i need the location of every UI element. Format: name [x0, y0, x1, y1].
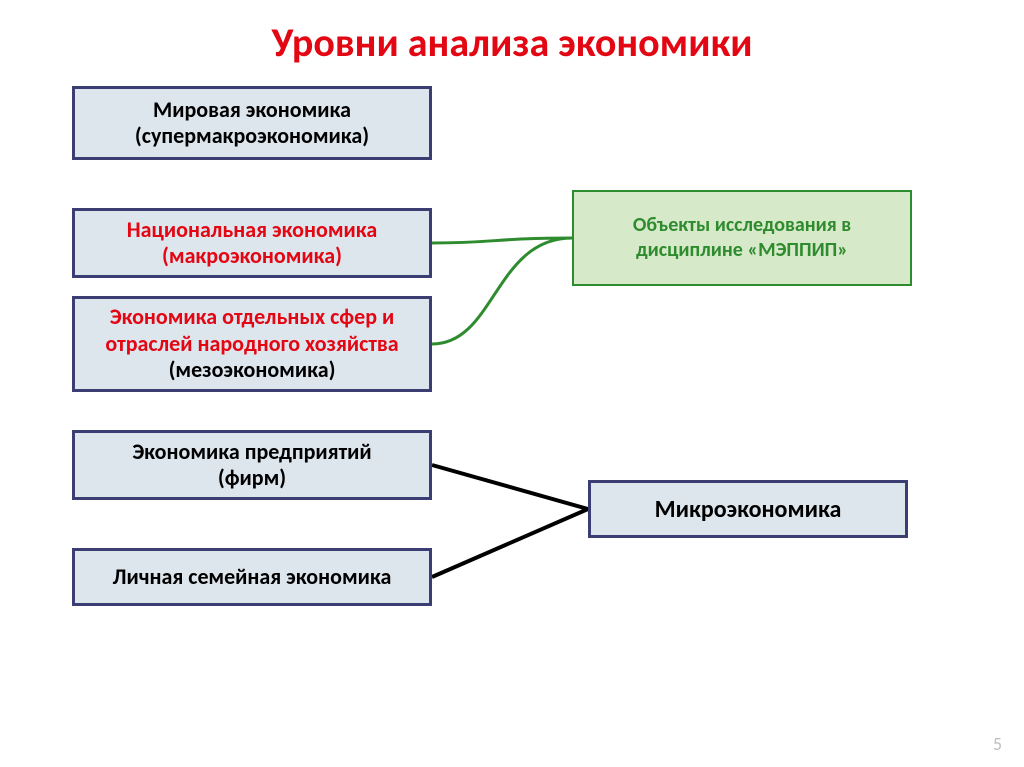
level-box-national-economy: Национальная экономика (макроэкономика)	[72, 208, 432, 278]
box-text-mid: отраслей народного хозяйства	[105, 331, 398, 357]
box-subtext: (фирм)	[218, 465, 286, 491]
level-box-enterprise-economy: Экономика предприятий (фирм)	[72, 430, 432, 500]
box-subtext: (супермакроэкономика)	[135, 123, 369, 149]
page-number: 5	[993, 733, 1002, 755]
green-text-1: Объекты исследования в	[633, 213, 851, 238]
box-subtext: (макроэкономика)	[162, 243, 342, 269]
box-text: Экономика отдельных сфер и	[110, 304, 395, 330]
level-box-family-economy: Личная семейная экономика	[72, 548, 432, 606]
page-title: Уровни анализа экономики	[0, 18, 1024, 67]
microeconomics-box: Микроэкономика	[588, 480, 908, 538]
box-text: Мировая экономика	[153, 97, 351, 123]
level-box-meso-economy: Экономика отдельных сфер и отраслей наро…	[72, 296, 432, 392]
box-text: Личная семейная экономика	[113, 564, 392, 590]
green-research-objects-box: Объекты исследования в дисциплине «МЭППИ…	[572, 190, 912, 286]
green-text-2: дисциплине «МЭППИП»	[636, 238, 848, 263]
box-subtext: (мезоэкономика)	[169, 357, 336, 383]
box-text: Национальная экономика	[127, 217, 377, 243]
box-text: Экономика предприятий	[132, 439, 371, 465]
level-box-world-economy: Мировая экономика (супермакроэкономика)	[72, 86, 432, 160]
